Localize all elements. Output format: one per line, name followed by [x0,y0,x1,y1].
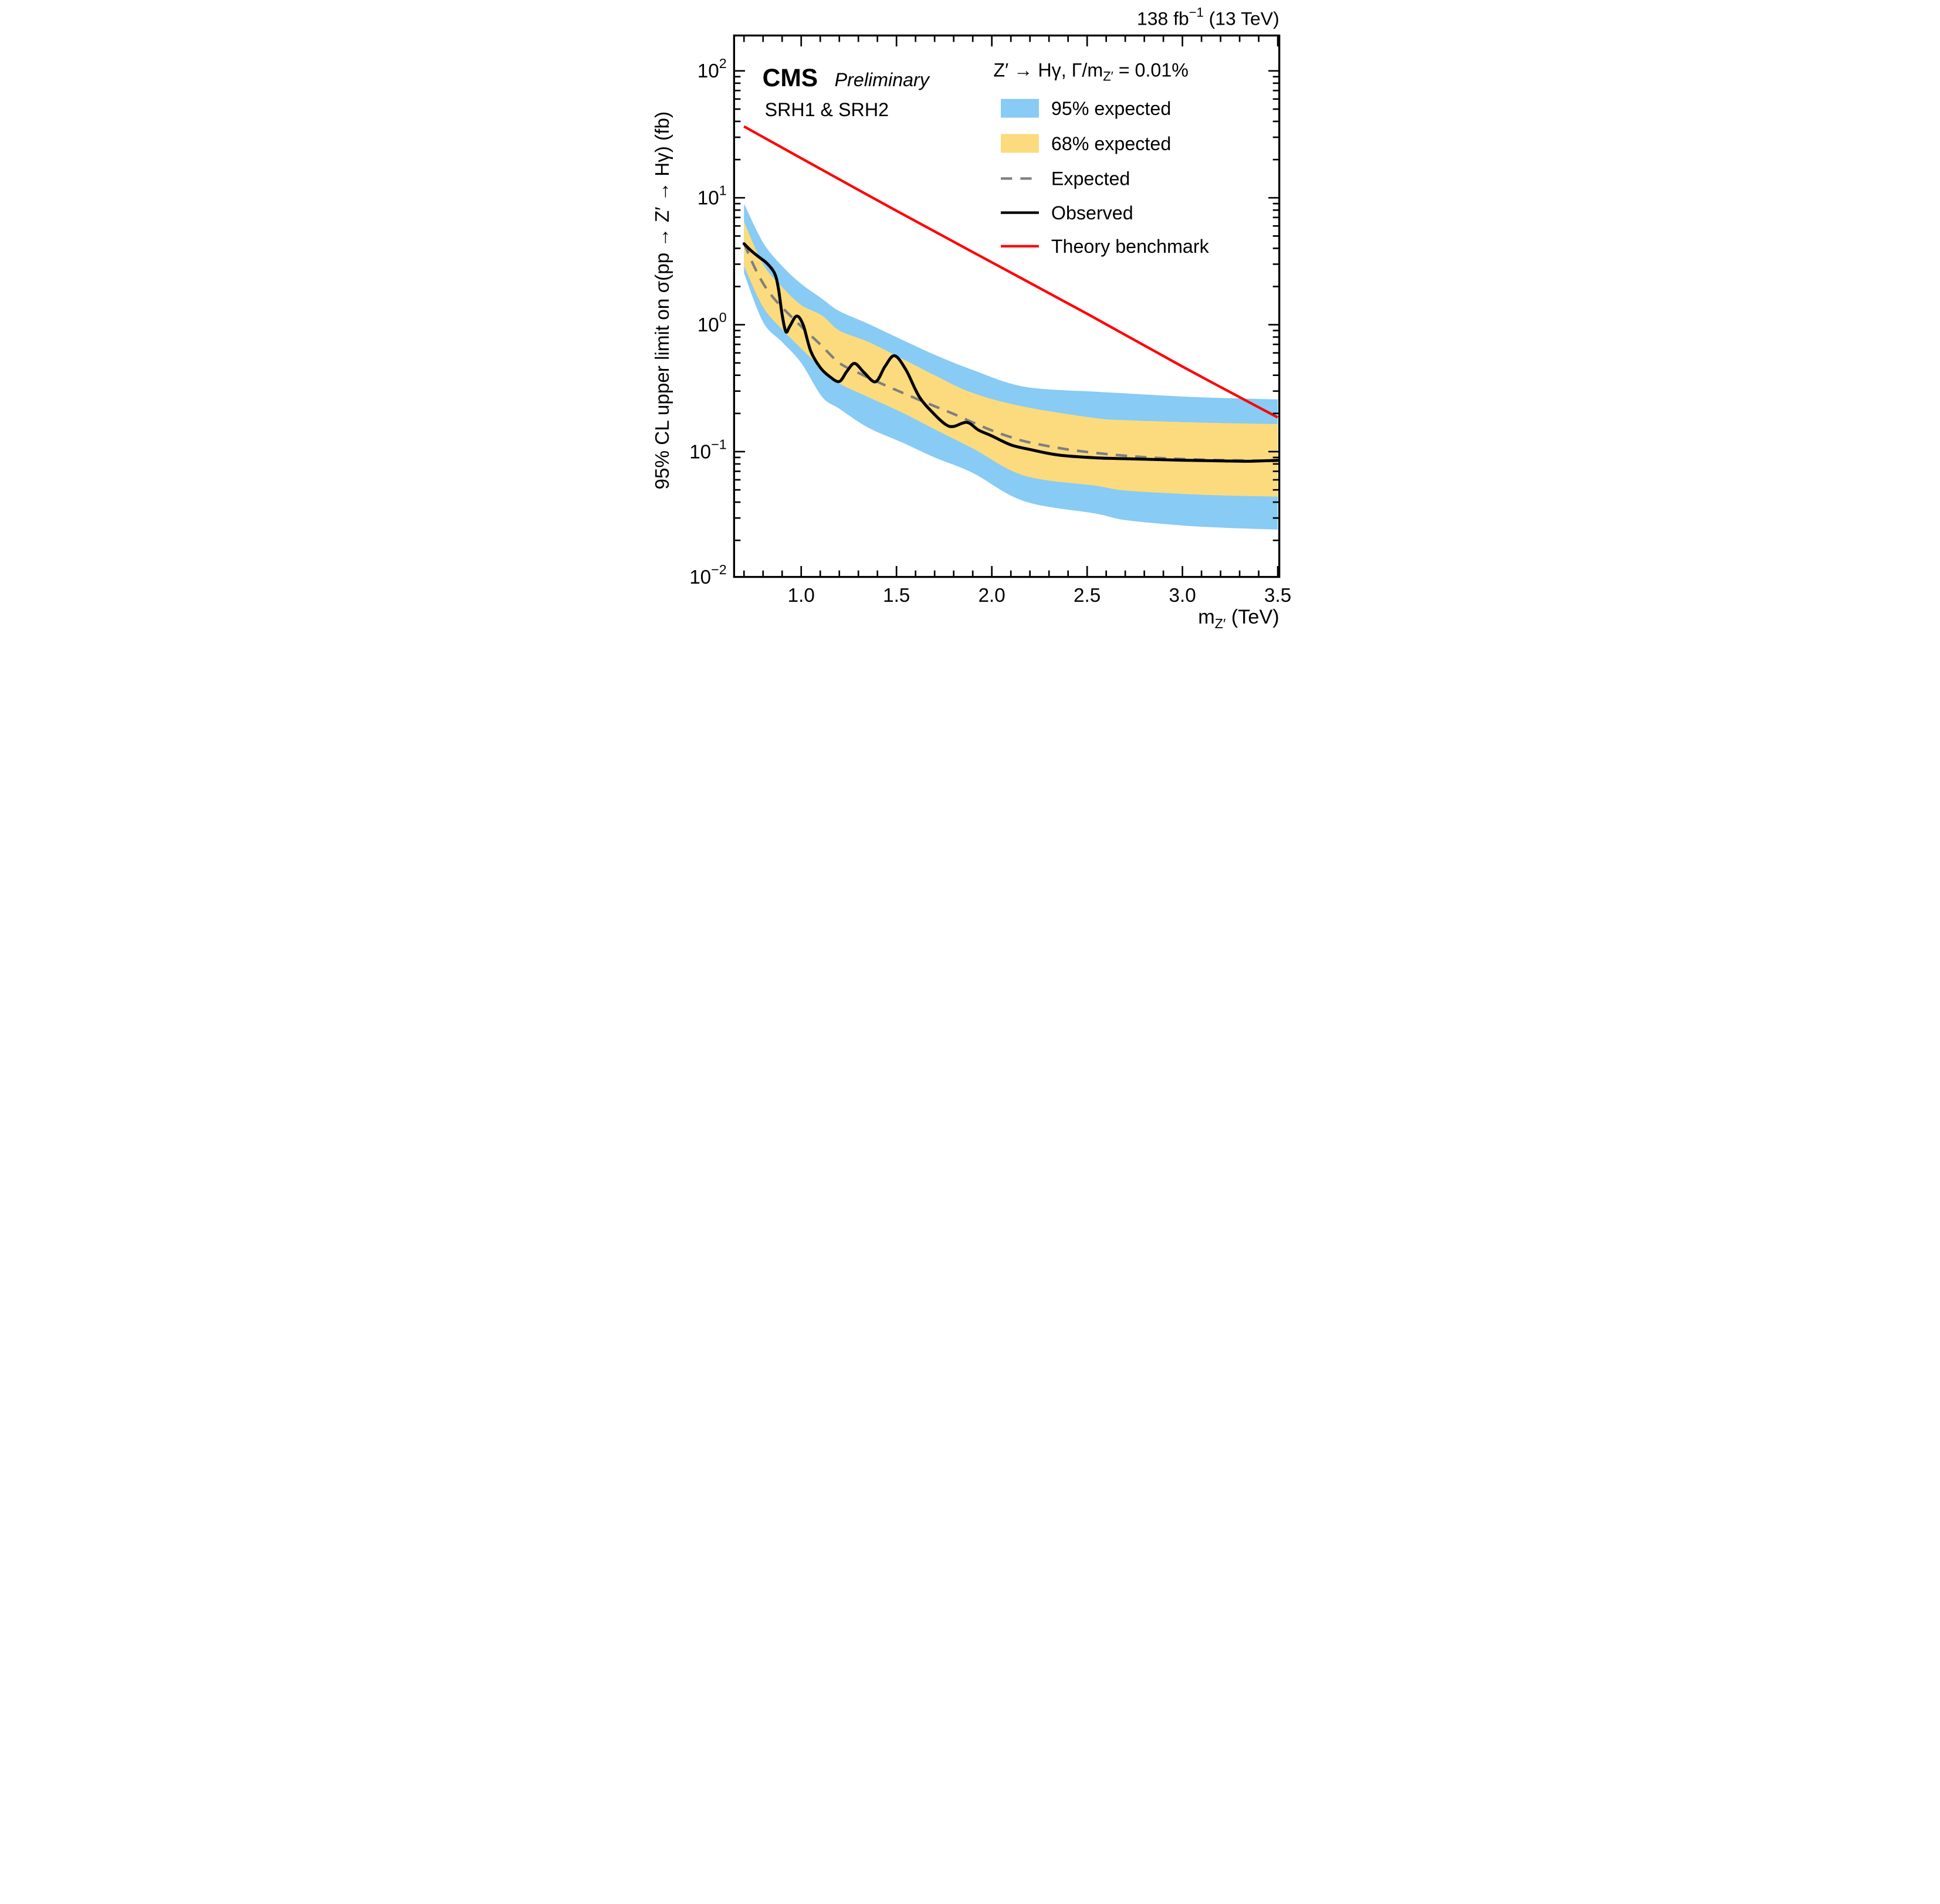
legend-header-subscript: Z′ [1103,69,1113,84]
limit-plot: 1.0 1.5 2.0 2.5 3.0 3.5 10−2 10−1 100 101 102 138… [651,5,1291,631]
legend-swatch-68-expected [1000,134,1039,153]
lumi-exponent: −1 [1189,5,1203,20]
legend-label-68-expected: 68% expected [1051,133,1170,154]
svg-text:10−1: 10−1 [689,436,727,463]
y-axis-title: 95% CL upper limit on σ(pp → Z′ → Hγ) (f… [651,111,673,490]
regions-label: SRH1 & SRH2 [764,99,888,120]
y-tick-labels: 10−2 10−1 100 101 102 [689,56,727,588]
svg-text:102: 102 [697,56,726,82]
legend-label-observed: Observed [1051,202,1133,223]
observed-line [742,242,1279,463]
expected-line [742,242,1278,462]
limit-plot-page: 1.0 1.5 2.0 2.5 3.0 3.5 10−2 10−1 100 101 102 138… [648,0,1293,633]
svg-text:2.5: 2.5 [1074,585,1101,607]
svg-text:100: 100 [697,310,726,336]
band-68-area [743,221,1278,497]
theory-line [743,125,1278,419]
svg-text:101: 101 [697,183,726,209]
x-axis-title: mZ′ (TeV) [1198,606,1279,631]
x-axis-title-subscript: Z′ [1214,616,1225,631]
status-label: Preliminary [834,69,930,90]
svg-text:1.5: 1.5 [883,585,910,607]
plot-frame [733,34,1280,578]
legend-label-95-expected: 95% expected [1051,98,1170,119]
experiment-label: CMS [762,64,818,92]
svg-text:10−2: 10−2 [689,562,727,588]
svg-text:3.5: 3.5 [1264,585,1291,607]
x-axis-ticks [743,35,1278,577]
svg-text:2.0: 2.0 [978,585,1005,607]
legend-header: Z′ → Hγ, Γ/mZ′ = 0.01% [993,59,1189,83]
y-axis-ticks [733,70,1279,541]
lumi-title: 138 fb−1 (13 TeV) [1136,5,1279,29]
svg-text:3.0: 3.0 [1169,585,1196,607]
svg-text:1.0: 1.0 [787,585,814,607]
legend-label-theory: Theory benchmark [1051,236,1209,257]
legend-swatch-95-expected [1000,99,1039,118]
legend: Z′ → Hγ, Γ/mZ′ = 0.01% 95% expected 68% … [993,59,1209,257]
legend-label-expected: Expected [1051,168,1129,189]
x-tick-labels: 1.0 1.5 2.0 2.5 3.0 3.5 [787,585,1291,607]
